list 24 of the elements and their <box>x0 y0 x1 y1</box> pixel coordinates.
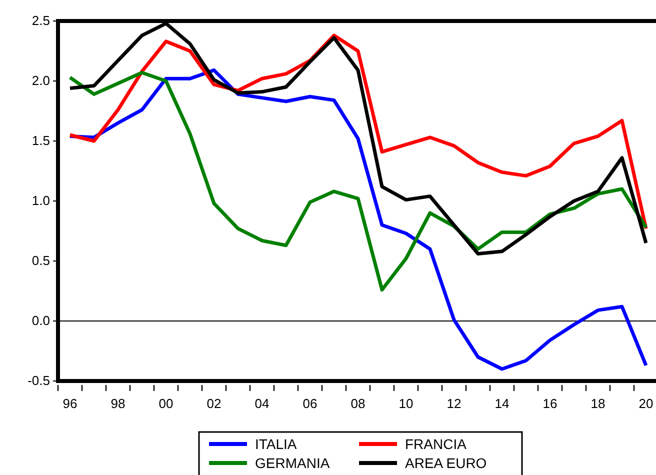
legend-label: AREA EURO <box>405 455 487 471</box>
x-tick-label: 00 <box>158 396 174 411</box>
y-tick-label: 2.0 <box>32 73 50 88</box>
x-tick-label: 98 <box>110 396 126 411</box>
x-tick-label: 14 <box>494 396 510 411</box>
y-tick-label: -0.5 <box>28 373 50 388</box>
y-tick-label: 1.0 <box>32 193 50 208</box>
x-tick-label: 06 <box>302 396 318 411</box>
legend-label: FRANCIA <box>405 436 468 452</box>
x-tick-label: 20 <box>638 396 654 411</box>
y-tick-label: 0.5 <box>32 253 50 268</box>
y-tick-label: 0.0 <box>32 313 50 328</box>
legend-label: GERMANIA <box>255 455 330 471</box>
x-tick-label: 08 <box>350 396 366 411</box>
x-tick-label: 12 <box>446 396 462 411</box>
x-tick-label: 04 <box>254 396 270 411</box>
x-tick-label: 18 <box>590 396 606 411</box>
x-tick-label: 16 <box>542 396 558 411</box>
legend-label: ITALIA <box>255 436 298 452</box>
x-tick-label: 02 <box>206 396 222 411</box>
x-tick-label: 96 <box>62 396 78 411</box>
y-tick-label: 1.5 <box>32 133 50 148</box>
x-tick-label: 10 <box>398 396 414 411</box>
y-tick-label: 2.5 <box>32 13 50 28</box>
